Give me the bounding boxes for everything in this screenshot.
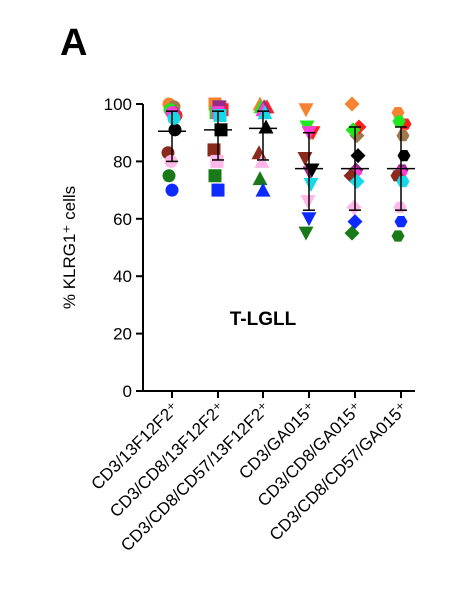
data-point (344, 96, 360, 112)
data-point (162, 169, 176, 183)
data-point (298, 226, 314, 241)
data-point (257, 105, 273, 120)
data-point (394, 216, 408, 228)
data-point (350, 148, 366, 164)
data-point (254, 153, 270, 168)
data-point (210, 154, 224, 168)
data-point (252, 171, 268, 186)
data-point (391, 230, 405, 242)
data-point (345, 122, 361, 138)
data-point (213, 108, 227, 122)
data-point (393, 201, 407, 213)
panel-label: A (60, 22, 88, 64)
data-point (392, 115, 406, 127)
data-point (344, 225, 360, 241)
data-point (391, 106, 405, 119)
axes (136, 103, 415, 398)
data-point (208, 169, 222, 183)
data-point (167, 111, 181, 125)
error-bars (158, 110, 415, 211)
data-points (161, 96, 412, 242)
y-tick-label: 20 (113, 325, 132, 344)
data-point (347, 214, 363, 230)
data-point (396, 129, 410, 142)
data-point (303, 177, 319, 192)
axis-labels: 020406080100CD3/13F12F2⁺CD3/CD8/13F12F2⁺… (60, 95, 412, 555)
y-tick-label: 60 (113, 210, 132, 229)
data-point (258, 119, 274, 134)
y-axis-title: % KLRG1⁺ cells (60, 186, 79, 309)
data-point (211, 183, 225, 197)
y-tick-label: 40 (113, 267, 132, 286)
data-point (298, 103, 314, 118)
data-point (168, 123, 182, 137)
y-tick-label: 80 (113, 152, 132, 171)
data-point (165, 183, 179, 197)
data-point (397, 150, 411, 162)
group-annotation: T-LGLL (230, 309, 297, 330)
data-point (301, 212, 317, 227)
data-point (396, 175, 410, 188)
data-point (346, 199, 362, 215)
data-point (300, 195, 316, 210)
data-point (349, 173, 365, 189)
y-tick-label: 0 (123, 382, 132, 401)
data-point (255, 182, 271, 197)
data-point (251, 145, 267, 160)
y-tick-label: 100 (104, 95, 132, 114)
